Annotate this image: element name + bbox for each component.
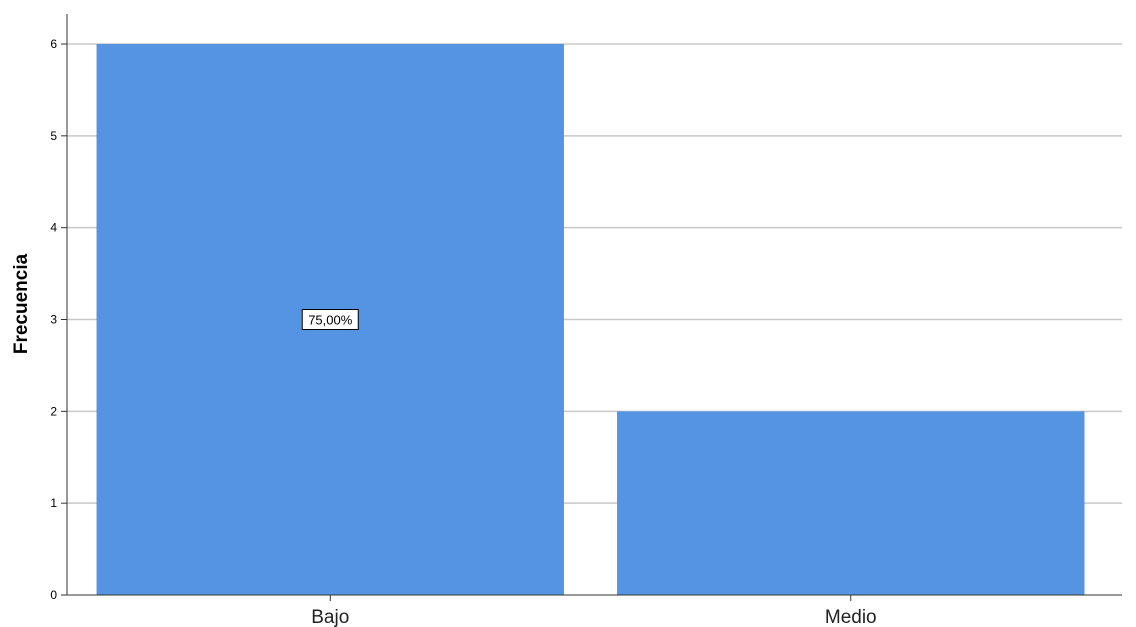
x-tick-labels: Bajo Medio bbox=[311, 607, 876, 627]
data-label: 75,00% bbox=[308, 313, 353, 328]
axes bbox=[66, 14, 1122, 596]
x-tick-label: Medio bbox=[825, 607, 877, 627]
data-labels: 75,00% bbox=[301, 309, 359, 330]
y-tick-labels: 0 1 2 3 4 5 6 bbox=[50, 37, 57, 602]
data-label-box bbox=[301, 309, 359, 330]
y-tick-label: 4 bbox=[50, 221, 57, 235]
x-tick-label: Bajo bbox=[311, 607, 349, 627]
y-tick-label: 1 bbox=[50, 496, 57, 510]
y-tick-label: 6 bbox=[50, 37, 57, 51]
bars bbox=[96, 44, 1085, 601]
y-tick-label: 2 bbox=[50, 404, 57, 418]
bar-medio bbox=[617, 411, 1085, 595]
y-tick-label: 0 bbox=[50, 588, 57, 602]
y-tick-label: 3 bbox=[50, 313, 57, 327]
y-axis-title: Frecuencia bbox=[11, 253, 32, 354]
y-tick-label: 5 bbox=[50, 129, 57, 143]
